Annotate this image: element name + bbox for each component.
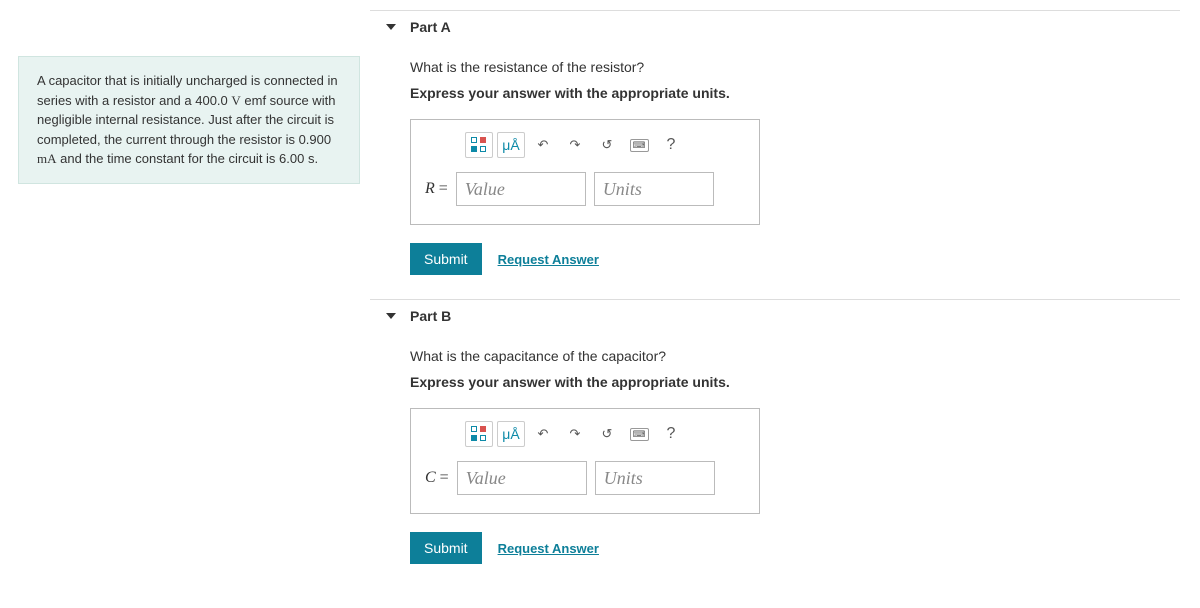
page-root: A capacitor that is initially uncharged … — [0, 0, 1200, 608]
part-a-answer-panel: μÅ ↶ ↷ ↺ ⌨ ? R = — [410, 119, 760, 225]
keyboard-icon[interactable]: ⌨ — [625, 421, 653, 447]
part-a-toolbar: μÅ ↶ ↷ ↺ ⌨ ? — [465, 132, 745, 158]
units-symbol-button[interactable]: μÅ — [497, 421, 525, 447]
part-b-answer-panel: μÅ ↶ ↷ ↺ ⌨ ? C = — [410, 408, 760, 514]
part-b-actions: Submit Request Answer — [410, 532, 1180, 564]
part-b-variable-label: C = — [425, 469, 449, 487]
right-column: Part A What is the resistance of the res… — [370, 10, 1200, 588]
units-symbol-button[interactable]: μÅ — [497, 132, 525, 158]
help-icon[interactable]: ? — [657, 421, 685, 447]
redo-icon[interactable]: ↷ — [561, 421, 589, 447]
part-b-question: What is the capacitance of the capacitor… — [410, 348, 1180, 364]
part-b-section: Part B What is the capacitance of the ca… — [370, 299, 1180, 588]
part-b-value-input[interactable] — [457, 461, 587, 495]
current-unit: mA — [37, 151, 57, 166]
chevron-down-icon — [386, 24, 396, 30]
part-b-submit-button[interactable]: Submit — [410, 532, 482, 564]
part-a-input-row: R = — [425, 172, 745, 206]
part-a-question: What is the resistance of the resistor? — [410, 59, 1180, 75]
part-a-body: What is the resistance of the resistor? … — [370, 43, 1180, 299]
part-a-submit-button[interactable]: Submit — [410, 243, 482, 275]
help-icon[interactable]: ? — [657, 132, 685, 158]
redo-icon[interactable]: ↷ — [561, 132, 589, 158]
part-a-header[interactable]: Part A — [370, 11, 1180, 43]
part-b-body: What is the capacitance of the capacitor… — [370, 332, 1180, 588]
problem-text-3: and the time constant for the circuit is… — [57, 151, 319, 166]
part-a-value-input[interactable] — [456, 172, 586, 206]
part-b-instruction: Express your answer with the appropriate… — [410, 374, 1180, 390]
reset-icon[interactable]: ↺ — [593, 132, 621, 158]
part-a-title: Part A — [410, 19, 451, 35]
part-b-toolbar: μÅ ↶ ↷ ↺ ⌨ ? — [465, 421, 745, 447]
part-b-input-row: C = — [425, 461, 745, 495]
part-a-actions: Submit Request Answer — [410, 243, 1180, 275]
part-a-instruction: Express your answer with the appropriate… — [410, 85, 1180, 101]
voltage-unit: V — [231, 93, 240, 108]
undo-icon[interactable]: ↶ — [529, 421, 557, 447]
part-a-section: Part A What is the resistance of the res… — [370, 10, 1180, 299]
problem-statement: A capacitor that is initially uncharged … — [18, 56, 360, 184]
part-b-title: Part B — [410, 308, 451, 324]
part-a-units-input[interactable] — [594, 172, 714, 206]
undo-icon[interactable]: ↶ — [529, 132, 557, 158]
part-a-request-answer-link[interactable]: Request Answer — [498, 252, 599, 267]
keyboard-icon[interactable]: ⌨ — [625, 132, 653, 158]
left-column: A capacitor that is initially uncharged … — [0, 10, 370, 588]
part-a-variable-label: R = — [425, 180, 448, 198]
part-b-header[interactable]: Part B — [370, 300, 1180, 332]
part-b-request-answer-link[interactable]: Request Answer — [498, 541, 599, 556]
part-b-units-input[interactable] — [595, 461, 715, 495]
templates-icon[interactable] — [465, 132, 493, 158]
templates-icon[interactable] — [465, 421, 493, 447]
reset-icon[interactable]: ↺ — [593, 421, 621, 447]
chevron-down-icon — [386, 313, 396, 319]
